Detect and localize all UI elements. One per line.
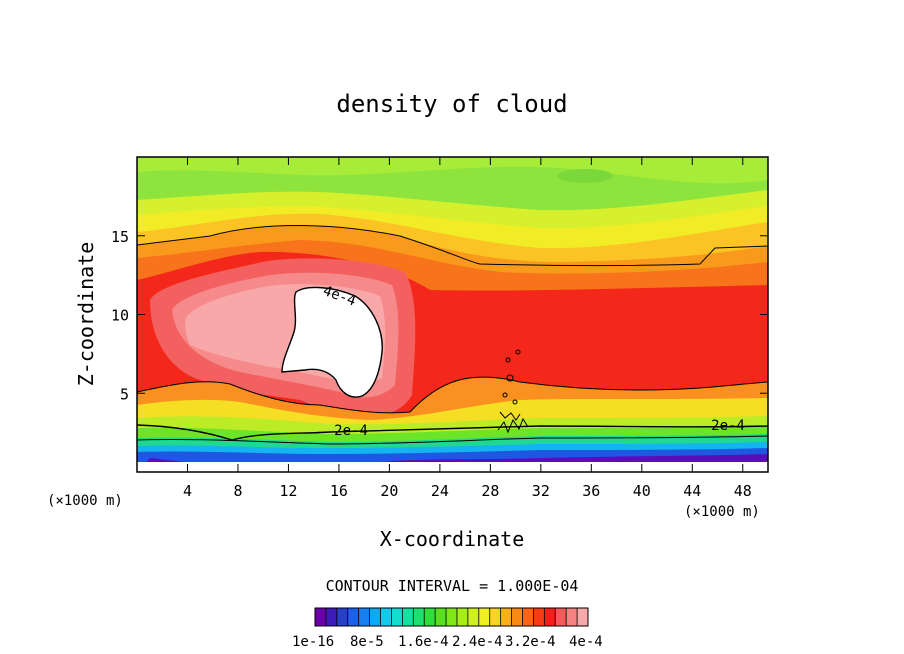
colorbar-swatch <box>413 608 425 626</box>
colorbar-swatch <box>467 608 480 626</box>
x-tick-label: 4 <box>183 482 192 500</box>
x-tick-label: 24 <box>431 482 449 500</box>
x-axis-label: X-coordinate <box>380 527 525 551</box>
contour-line-mid <box>137 376 768 414</box>
colorbar-swatch <box>325 608 338 626</box>
colorbar-label-0: 1e-16 <box>292 634 334 650</box>
colorbar-label-2: 1.6e-4 <box>398 634 449 650</box>
contour-label-2e-4-right: 2e-4 <box>711 418 745 434</box>
colorbar-label-4: 3.2e-4 <box>505 634 556 650</box>
colorbar-swatch <box>402 608 414 626</box>
turbulent-patch <box>497 349 529 434</box>
colorbar-swatch <box>391 608 403 626</box>
colorbar-swatch <box>511 608 523 626</box>
colorbar-swatch <box>522 608 534 626</box>
colorbar-swatch <box>369 608 382 626</box>
colorbar-swatch <box>500 608 513 626</box>
x-tick-label: 12 <box>279 482 297 500</box>
contour-line-low <box>137 435 768 445</box>
y-tick-label: 15 <box>111 228 129 246</box>
x-tick-label: 32 <box>532 482 550 500</box>
colorbar-swatch <box>380 608 392 626</box>
colorbar-swatch <box>544 608 556 626</box>
density-field: 4e-4 2e-4 2e-4 <box>137 157 768 472</box>
x-tick-label: 48 <box>734 482 752 500</box>
colorbar-swatch <box>435 608 447 626</box>
colorbar-swatch <box>489 608 502 626</box>
x-unit-right: (×1000 m) <box>684 504 760 520</box>
y-axis-ticks: 5 10 15 <box>111 228 768 403</box>
y-tick-label: 5 <box>120 385 129 403</box>
colorbar-swatch <box>358 608 371 626</box>
y-axis-label: Z-coordinate <box>74 242 98 387</box>
colorbar-swatch <box>315 608 327 626</box>
colorbar-swatch <box>446 608 458 626</box>
contour-line-2e-4 <box>137 424 768 441</box>
colorbar-swatch <box>424 608 436 626</box>
contour-line-4e-4 <box>281 286 383 398</box>
colorbar-swatch <box>577 608 589 626</box>
band-top-spot <box>557 169 613 183</box>
x-tick-label: 20 <box>380 482 398 500</box>
contour-label-2e-4-left: 2e-4 <box>334 423 368 439</box>
x-tick-label: 28 <box>481 482 499 500</box>
colorbar-label-1: 8e-5 <box>350 634 384 650</box>
x-tick-label: 40 <box>633 482 651 500</box>
colorbar-swatch <box>478 608 491 626</box>
colorbar-labels: 1e-16 8e-5 1.6e-4 2.4e-4 3.2e-4 4e-4 <box>292 634 603 650</box>
y-tick-label: 10 <box>111 307 129 325</box>
contour-line-top <box>137 225 768 266</box>
colorbar-label-5: 4e-4 <box>569 634 603 650</box>
colorbar-label-3: 2.4e-4 <box>452 634 503 650</box>
colorbar-swatch <box>456 608 469 626</box>
chart-title: density of cloud <box>336 90 567 118</box>
band-below-cloud <box>137 462 768 472</box>
contour-interval-text: CONTOUR INTERVAL = 1.000E-04 <box>326 577 579 595</box>
x-tick-label: 36 <box>582 482 600 500</box>
x-tick-label: 8 <box>233 482 242 500</box>
x-tick-label: 16 <box>330 482 348 500</box>
colorbar <box>314 607 589 627</box>
colorbar-swatch <box>336 608 349 626</box>
x-unit-left: (×1000 m) <box>47 493 123 509</box>
colorbar-frame <box>314 607 589 627</box>
x-axis-ticks: 4 8 12 16 20 24 28 32 36 40 44 48 <box>183 157 752 500</box>
x-tick-label: 44 <box>683 482 701 500</box>
colorbar-swatch <box>347 608 360 626</box>
band-top-lightgreen <box>137 157 768 184</box>
colorbar-swatch <box>566 608 578 626</box>
colorbar-swatch <box>555 608 567 626</box>
colorbar-swatch <box>533 608 545 626</box>
